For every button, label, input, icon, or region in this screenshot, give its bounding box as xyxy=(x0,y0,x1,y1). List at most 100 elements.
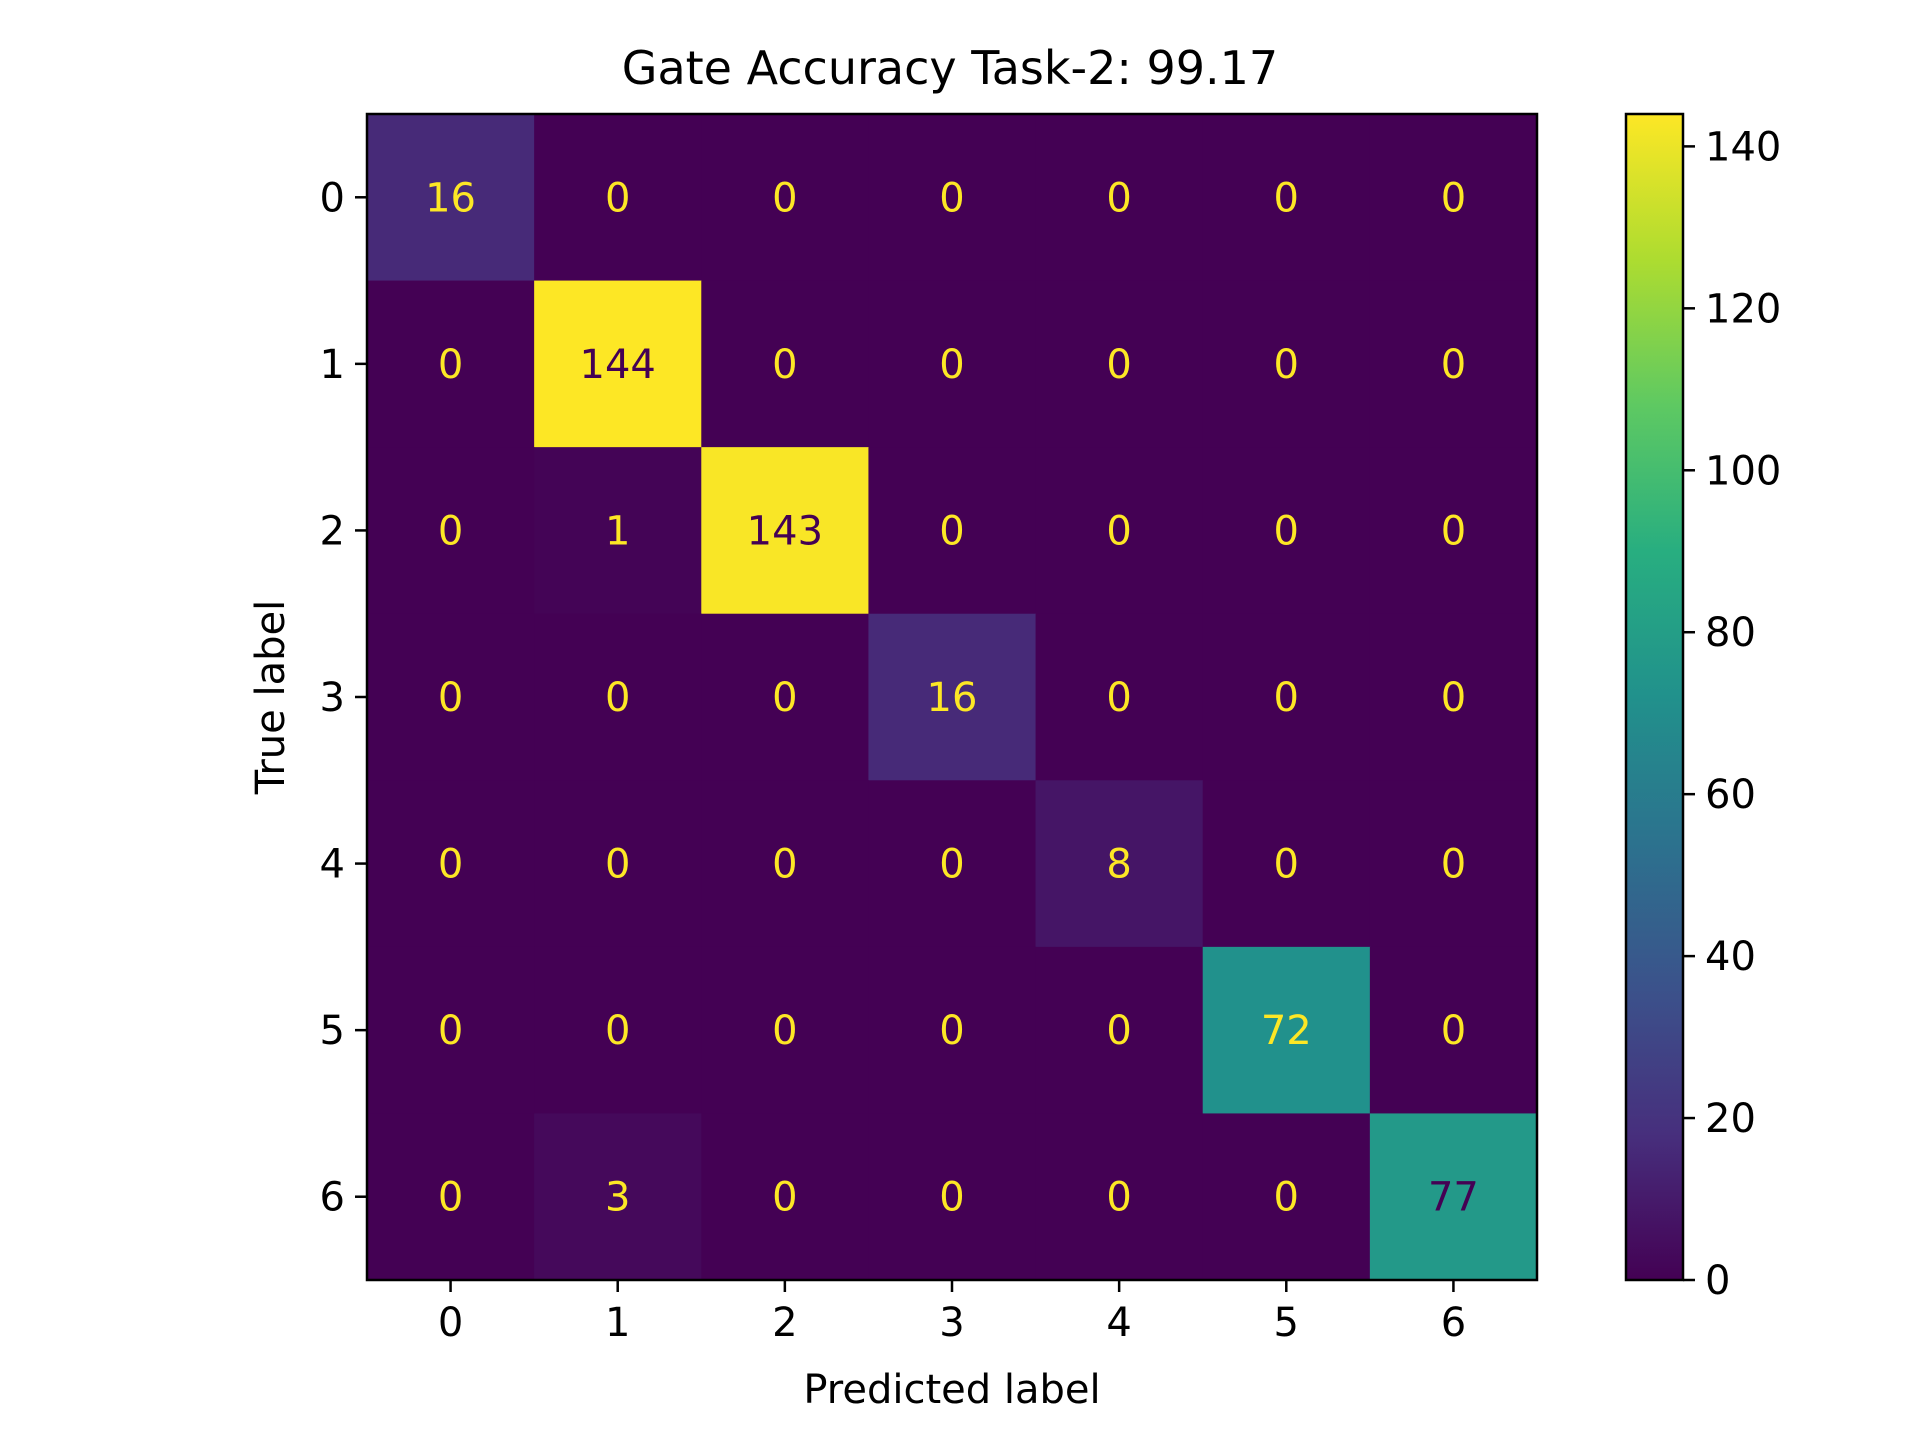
heatmap-cell-r2-c0 xyxy=(367,447,535,615)
cell-value-r4-c4: 8 xyxy=(1106,842,1131,888)
y-tick-label-0: 0 xyxy=(320,175,345,221)
heatmap-cell-r2-c5 xyxy=(1202,447,1371,615)
heatmap-cell-r2-c1 xyxy=(534,447,702,615)
heatmap-cell-r6-c3 xyxy=(868,1113,1037,1281)
heatmap-cell-r1-c6 xyxy=(1369,280,1538,448)
cell-value-r2-c1: 1 xyxy=(605,508,630,554)
heatmap-cell-r4-c5 xyxy=(1202,780,1371,948)
cell-value-r4-c3: 0 xyxy=(939,842,964,888)
cell-value-r6-c2: 0 xyxy=(772,1175,797,1221)
cell-value-r5-c6: 0 xyxy=(1441,1008,1466,1054)
x-tick-label-4: 4 xyxy=(1106,1300,1131,1346)
heatmap-cell-r3-c1 xyxy=(534,613,702,781)
heatmap-cell-r0-c3 xyxy=(868,114,1037,282)
y-tick-label-5: 5 xyxy=(320,1008,345,1054)
heatmap-cell-r1-c1 xyxy=(534,280,702,448)
cell-value-r6-c3: 0 xyxy=(939,1175,964,1221)
heatmap-cell-r4-c0 xyxy=(367,780,535,948)
cell-value-r1-c1: 144 xyxy=(580,342,656,388)
colorbar-tick-label-6: 120 xyxy=(1705,286,1781,332)
cell-value-r3-c6: 0 xyxy=(1441,675,1466,721)
cell-value-r6-c1: 3 xyxy=(605,1175,630,1221)
heatmap-cells xyxy=(367,114,1538,1281)
cell-value-r4-c2: 0 xyxy=(772,842,797,888)
heatmap-cell-r4-c4 xyxy=(1035,780,1204,948)
heatmap-cell-r5-c0 xyxy=(367,946,535,1115)
heatmap-cell-r2-c2 xyxy=(701,447,870,615)
heatmap-cell-r1-c0 xyxy=(367,280,535,448)
cell-value-r1-c5: 0 xyxy=(1274,342,1299,388)
cell-value-r0-c2: 0 xyxy=(772,175,797,221)
cell-value-r1-c0: 0 xyxy=(438,342,463,388)
heatmap-cell-r6-c5 xyxy=(1202,1113,1371,1281)
cell-value-r6-c5: 0 xyxy=(1274,1175,1299,1221)
x-tick-label-2: 2 xyxy=(772,1300,797,1346)
x-tick-label-6: 6 xyxy=(1441,1300,1466,1346)
colorbar-tick-label-3: 60 xyxy=(1705,772,1756,818)
chart-title: Gate Accuracy Task-2: 99.17 xyxy=(622,41,1278,95)
heatmap-cell-r4-c3 xyxy=(868,780,1037,948)
heatmap-cell-r4-c1 xyxy=(534,780,702,948)
cell-value-r5-c0: 0 xyxy=(438,1008,463,1054)
heatmap-cell-r1-c5 xyxy=(1202,280,1371,448)
cell-value-r1-c6: 0 xyxy=(1441,342,1466,388)
heatmap-cell-r5-c3 xyxy=(868,946,1037,1115)
cell-value-r6-c4: 0 xyxy=(1106,1175,1131,1221)
colorbar xyxy=(1624,112,1685,1282)
y-tick-label-2: 2 xyxy=(320,508,345,554)
colorbar-tick-label-7: 140 xyxy=(1705,124,1781,170)
heatmap-cell-r2-c3 xyxy=(868,447,1037,615)
y-tick-label-6: 6 xyxy=(320,1175,345,1221)
heatmap-cell-r0-c5 xyxy=(1202,114,1371,282)
cell-value-r3-c1: 0 xyxy=(605,675,630,721)
heatmap-cell-r0-c1 xyxy=(534,114,702,282)
heatmap-cell-r0-c0 xyxy=(367,114,535,282)
cell-value-r2-c6: 0 xyxy=(1441,508,1466,554)
heatmap-cell-r0-c4 xyxy=(1035,114,1204,282)
heatmap-cell-r2-c6 xyxy=(1369,447,1538,615)
heatmap-cell-r3-c3 xyxy=(868,613,1037,781)
cell-value-r2-c3: 0 xyxy=(939,508,964,554)
heatmap-cell-r0-c2 xyxy=(701,114,870,282)
heatmap-cell-r6-c4 xyxy=(1035,1113,1204,1281)
colorbar-tick-label-0: 0 xyxy=(1705,1258,1730,1304)
y-tick-label-4: 4 xyxy=(320,842,345,888)
cell-value-r3-c0: 0 xyxy=(438,675,463,721)
cell-value-r0-c3: 0 xyxy=(939,175,964,221)
y-tick-label-3: 3 xyxy=(320,675,345,721)
cell-value-r0-c5: 0 xyxy=(1274,175,1299,221)
cell-value-r2-c2: 143 xyxy=(747,508,823,554)
cell-value-r0-c0: 16 xyxy=(425,175,476,221)
cell-value-r3-c2: 0 xyxy=(772,675,797,721)
heatmap-cell-r6-c6 xyxy=(1369,1113,1538,1281)
colorbar-ticks: 0 20 40 60 80 100 120 140 xyxy=(1683,124,1781,1304)
heatmap-cell-r6-c1 xyxy=(534,1113,702,1281)
heatmap-cell-r3-c2 xyxy=(701,613,870,781)
heatmap-cell-r5-c5 xyxy=(1202,946,1371,1115)
colorbar-tick-label-5: 100 xyxy=(1705,448,1781,494)
x-tick-label-1: 1 xyxy=(605,1300,630,1346)
heatmap-cell-r5-c4 xyxy=(1035,946,1204,1115)
heatmap-cell-r6-c0 xyxy=(367,1113,535,1281)
heatmap-cell-r0-c6 xyxy=(1369,114,1538,282)
cell-value-r4-c6: 0 xyxy=(1441,842,1466,888)
heatmap-cell-r5-c2 xyxy=(701,946,870,1115)
heatmap-cell-r1-c2 xyxy=(701,280,870,448)
heatmap-cell-labels: 16 0 0 0 0 0 0 0 144 0 0 0 0 0 0 1 143 0 0 0 0 0 0 0 16 0 0 0 0 0 0 0 8 0… xyxy=(425,175,1479,1220)
heatmap-cell-r2-c4 xyxy=(1035,447,1204,615)
cell-value-r3-c3: 16 xyxy=(927,675,978,721)
y-axis-label: True label xyxy=(248,600,294,795)
cell-value-r0-c4: 0 xyxy=(1106,175,1131,221)
heatmap-cell-r4-c2 xyxy=(701,780,870,948)
cell-value-r5-c5: 72 xyxy=(1261,1008,1312,1054)
cell-value-r3-c4: 0 xyxy=(1106,675,1131,721)
x-tick-label-3: 3 xyxy=(939,1300,964,1346)
cell-value-r1-c4: 0 xyxy=(1106,342,1131,388)
x-axis-ticks: 0 1 2 3 4 5 6 xyxy=(438,1280,1466,1346)
cell-value-r4-c5: 0 xyxy=(1274,842,1299,888)
colorbar-tick-label-1: 20 xyxy=(1705,1096,1756,1142)
cell-value-r4-c0: 0 xyxy=(438,842,463,888)
cell-value-r5-c1: 0 xyxy=(605,1008,630,1054)
cell-value-r5-c2: 0 xyxy=(772,1008,797,1054)
colorbar-tick-label-2: 40 xyxy=(1705,934,1756,980)
